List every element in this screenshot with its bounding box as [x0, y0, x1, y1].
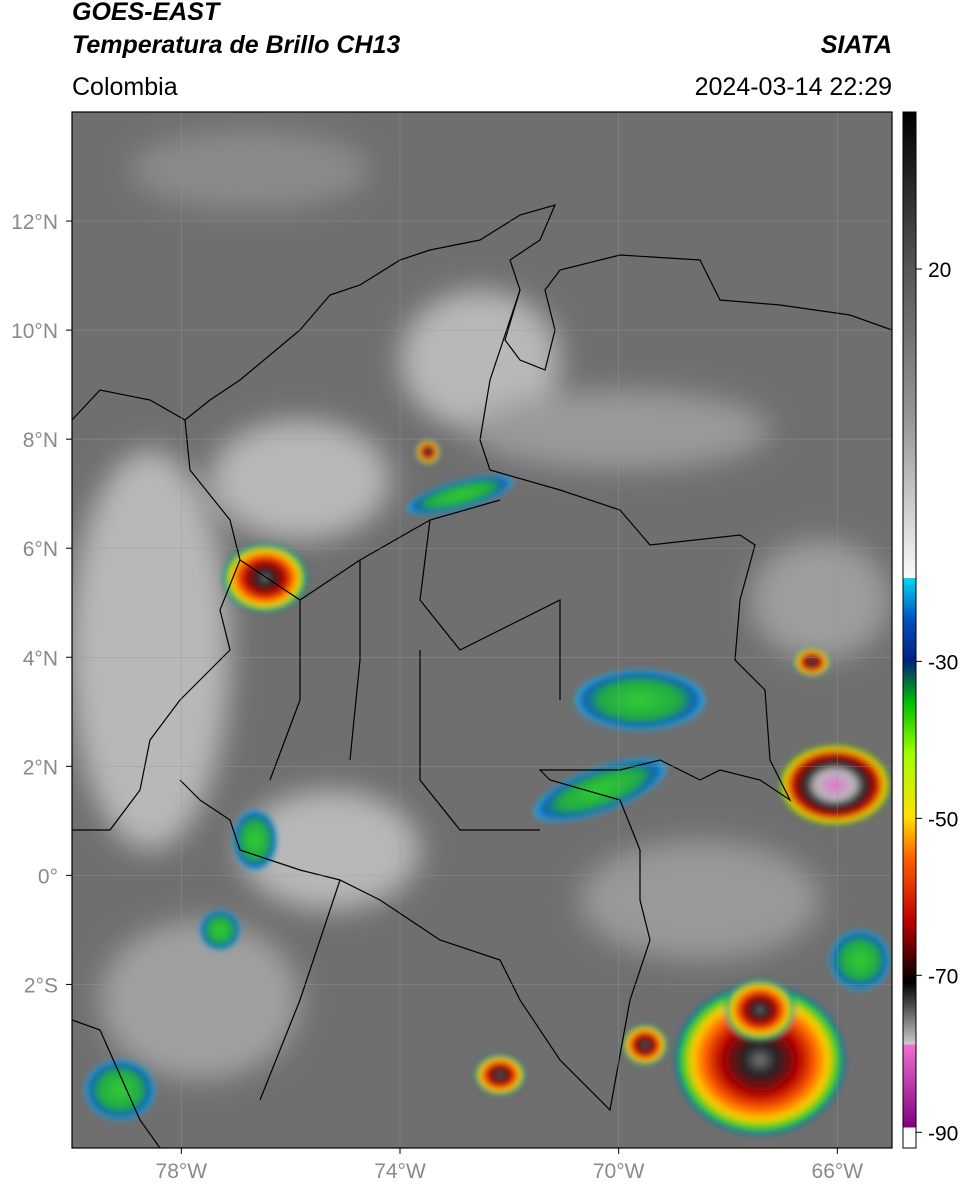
title: GOES-EAST — [72, 0, 222, 26]
y-tick-label: 10°N — [11, 320, 58, 343]
y-tick-label: 0° — [38, 865, 58, 888]
colorbar-tick-label: -70 — [928, 965, 958, 988]
x-tick-label: 74°W — [374, 1160, 426, 1183]
y-tick-label: 8°N — [23, 429, 58, 452]
region: Colombia — [72, 73, 178, 101]
subtitle: Temperatura de Brillo CH13 — [72, 31, 400, 59]
datetime: 2024-03-14 22:29 — [695, 73, 892, 101]
x-tick-label: 66°W — [812, 1160, 864, 1183]
y-tick-label: 12°N — [11, 211, 58, 234]
gridlines — [72, 112, 892, 1148]
colorbar — [902, 111, 917, 1149]
map-image — [72, 112, 892, 1148]
y-tick-label: 2°N — [23, 756, 58, 779]
x-tick-label: 78°W — [156, 1160, 208, 1183]
colorbar-tick-label: -90 — [928, 1122, 958, 1145]
colorbar-tick-label: -30 — [928, 651, 958, 674]
y-tick-label: 6°N — [23, 538, 58, 561]
map-frame — [71, 111, 893, 1149]
source: SIATA — [821, 31, 892, 59]
y-tick-label: 4°N — [23, 647, 58, 670]
colorbar-tick-label: -50 — [928, 808, 958, 831]
x-tick-label: 70°W — [593, 1160, 645, 1183]
y-tick-label: 2°S — [24, 974, 58, 997]
colorbar-tick-label: 20 — [928, 259, 951, 282]
borders — [72, 204, 892, 1148]
